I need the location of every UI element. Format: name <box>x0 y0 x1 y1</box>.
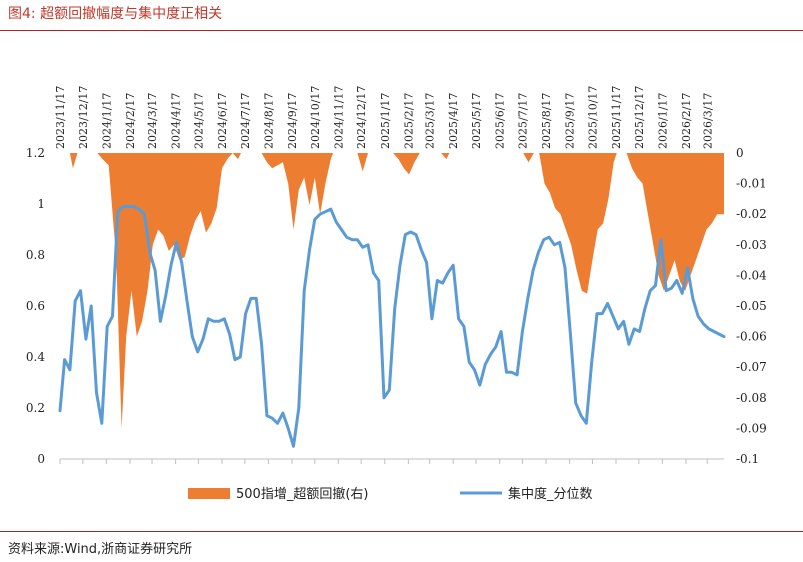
axes <box>59 458 724 464</box>
y-right-tick-label: -0.09 <box>736 421 767 435</box>
x-tick-label: 2023/11/17 <box>54 86 67 149</box>
x-tick-label: 2025/11/17 <box>610 86 623 149</box>
y-right-tick-label: -0.02 <box>736 207 767 221</box>
x-tick-label: 2024/5/17 <box>192 93 205 149</box>
y-right-tick-label: -0.05 <box>736 299 767 313</box>
figure-title: 图4: 超额回撤幅度与集中度正相关 <box>8 6 223 22</box>
line-series <box>58 205 726 448</box>
y-left-tick-label: 1 <box>37 197 45 211</box>
x-tick-label: 2024/9/17 <box>286 93 299 149</box>
x-tick-label: 2025/4/17 <box>447 93 460 149</box>
x-tick-label: 2024/2/17 <box>124 93 137 149</box>
y-right-tick-label: 0 <box>736 146 744 160</box>
y-right-tick-label: -0.03 <box>736 238 767 252</box>
x-tick-label: 2025/8/17 <box>540 93 553 149</box>
x-tick-label: 2025/6/17 <box>494 93 507 149</box>
y-right-tick-label: -0.04 <box>736 268 767 282</box>
x-tick-label: 2025/2/17 <box>402 93 415 149</box>
x-tick-label: 2026/2/17 <box>680 93 693 149</box>
x-tick-label: 2025/10/17 <box>586 86 599 149</box>
legend: 500指增_超额回撤(右) 集中度_分位数 <box>188 486 593 502</box>
x-tick-label: 2024/8/17 <box>262 93 275 149</box>
x-tick-label: 2024/7/17 <box>239 93 252 149</box>
title-rule <box>0 30 803 31</box>
y-left-tick-label: 0 <box>37 452 45 466</box>
legend-swatch-drawdown <box>188 488 230 499</box>
y-left-tick-label: 1.2 <box>26 146 45 160</box>
chart: 2023/11/17 2023/12/17 2024/1/17 2024/2/17 20… <box>26 86 767 502</box>
y-left-tick-label: 0.4 <box>26 350 45 364</box>
y-right-tick-label: -0.01 <box>736 177 767 191</box>
x-tick-label: 2024/1/17 <box>100 93 113 149</box>
x-tick-label: 2025/7/17 <box>516 93 529 149</box>
bottom-rule <box>0 531 803 532</box>
x-tick-label: 2025/9/17 <box>564 93 577 149</box>
x-tick-label: 2024/6/17 <box>216 93 229 149</box>
y-right-tick-label: -0.08 <box>736 391 767 405</box>
area-series <box>60 153 724 429</box>
y-right-tick-label: -0.1 <box>736 452 759 466</box>
y-left-tick-label: 0.8 <box>26 248 45 262</box>
x-tick-label: 2023/12/17 <box>77 86 90 149</box>
tick-labels: 2023/11/17 2023/12/17 2024/1/17 2024/2/17 20… <box>26 86 767 466</box>
x-tick-label: 2026/1/17 <box>656 93 669 149</box>
x-tick-label: 2025/12/17 <box>633 86 646 149</box>
source-note: 资料来源:Wind,浙商证券研究所 <box>8 542 193 557</box>
y-right-tick-label: -0.07 <box>736 360 767 374</box>
x-tick-label: 2024/10/17 <box>309 86 322 149</box>
y-right-tick-label: -0.06 <box>736 330 767 344</box>
x-tick-label: 2026/3/17 <box>701 93 714 149</box>
x-tick-label: 2025/3/17 <box>424 93 437 149</box>
y-left-tick-label: 0.2 <box>26 401 45 415</box>
x-tick-label: 2024/11/17 <box>332 86 345 149</box>
legend-label-concentration: 集中度_分位数 <box>508 486 593 502</box>
concentration-line <box>58 205 726 448</box>
y-left-tick-label: 0.6 <box>26 299 45 313</box>
x-tick-label: 2024/3/17 <box>146 93 159 149</box>
drawdown-area <box>60 153 724 429</box>
legend-label-drawdown: 500指增_超额回撤(右) <box>236 486 368 502</box>
x-tick-label: 2025/1/17 <box>379 93 392 149</box>
x-tick-label: 2024/4/17 <box>170 93 183 149</box>
x-tick-label: 2024/12/17 <box>355 86 368 149</box>
x-tick-label: 2025/5/17 <box>470 93 483 149</box>
